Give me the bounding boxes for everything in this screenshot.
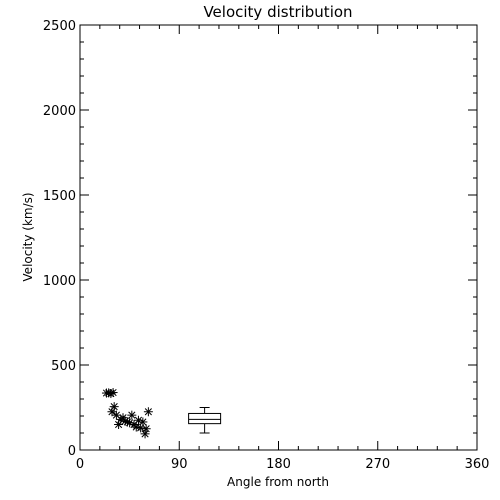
x-axis-label: Angle from north [227,475,329,489]
box-plot [188,407,222,434]
data-point [127,410,137,420]
x-tick-label: 0 [76,457,84,472]
plot-frame [79,24,478,451]
y-tick-label: 0 [68,444,76,459]
axis-ticks: 0 90 180 270 360 0 500 1000 1500 2000 2500 [43,19,490,472]
y-tick-label: 1000 [43,274,76,289]
x-tick-label: 270 [365,457,390,472]
x-tick-label: 180 [266,457,291,472]
data-point [109,402,119,412]
x-tick-label: 360 [465,457,490,472]
data-point [141,424,151,434]
data-point [143,407,153,417]
y-tick-label: 1500 [43,189,76,204]
y-tick-label: 500 [51,359,76,374]
box-iqr [188,412,222,425]
chart-title: Velocity distribution [203,3,352,21]
data-point [131,422,141,432]
data-point [111,410,121,420]
x-tick-label: 90 [171,457,188,472]
data-point [108,388,118,398]
y-tick-label: 2500 [43,19,76,34]
data-point [138,417,148,427]
y-axis-label: Velocity (km/s) [21,192,35,281]
data-marks [101,388,222,439]
y-tick-label: 2000 [43,104,76,119]
